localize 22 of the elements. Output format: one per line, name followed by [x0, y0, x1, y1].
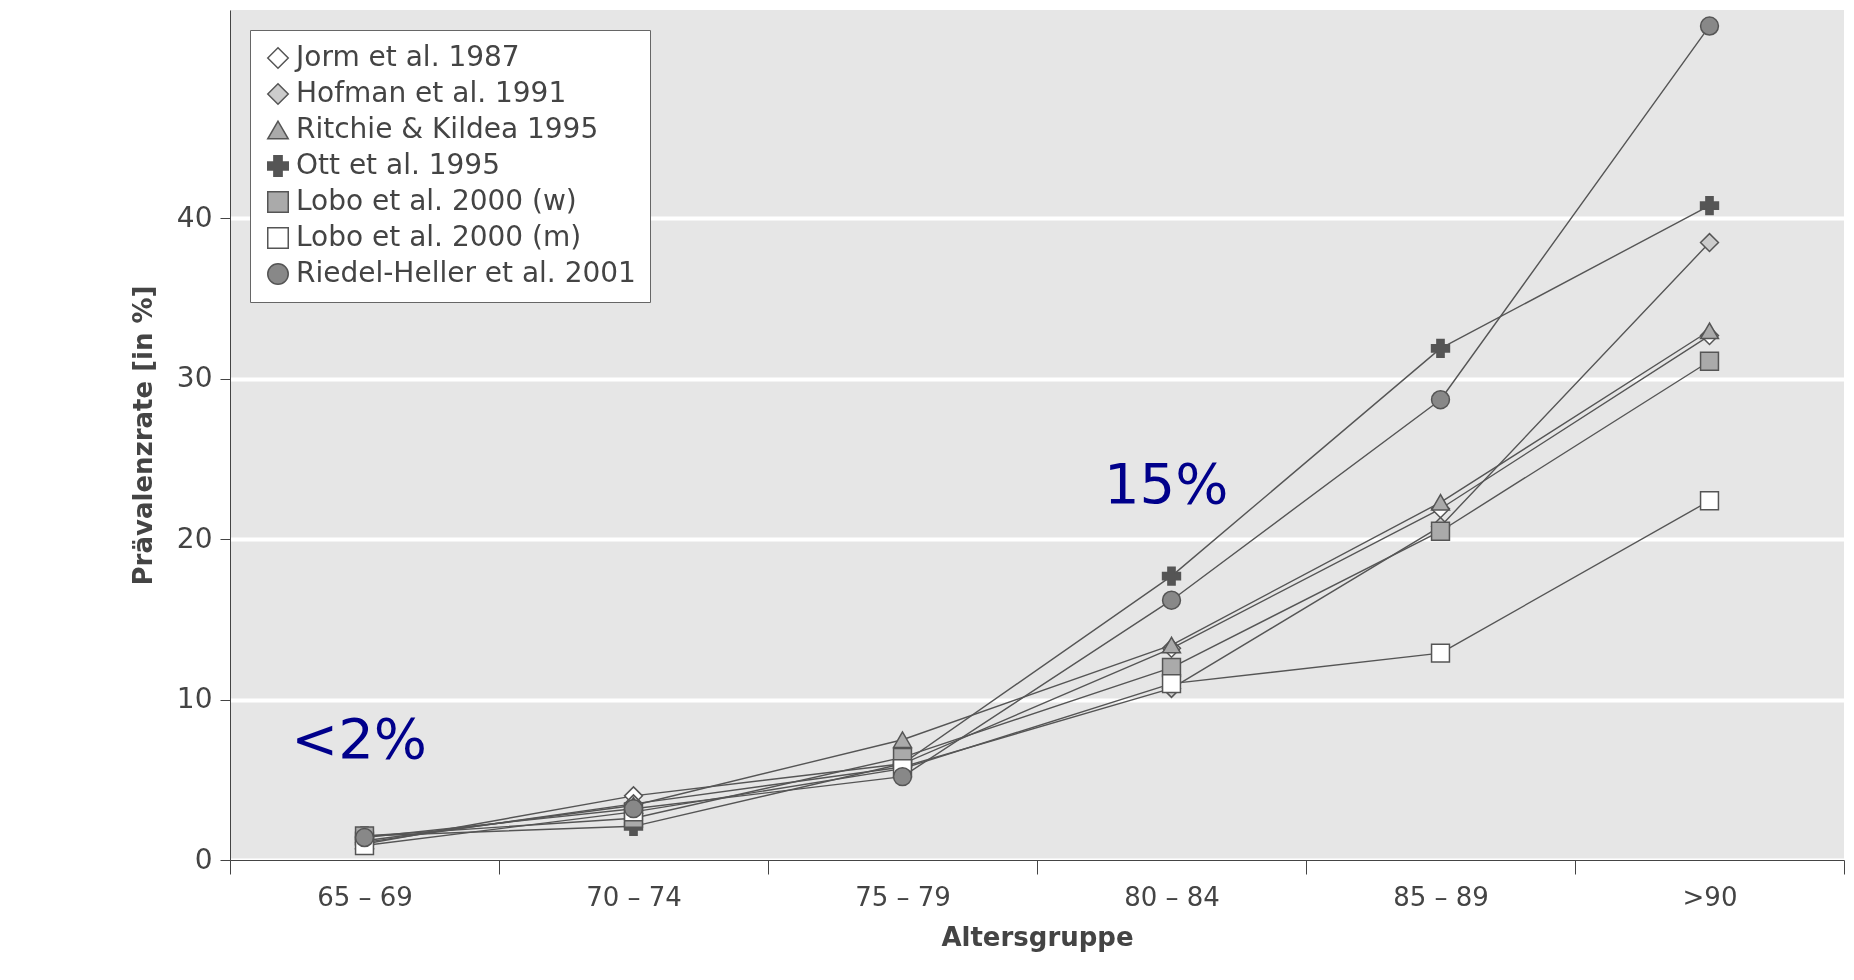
annotation: <2%: [291, 706, 427, 771]
x-tick-label: 80 – 84: [1124, 881, 1220, 912]
x-axis-title: Altersgruppe: [941, 921, 1134, 952]
legend-label: Hofman et al. 1991: [296, 76, 567, 109]
legend-label: Ott et al. 1995: [296, 148, 500, 181]
x-tick-label: 65 – 69: [317, 881, 413, 912]
y-tick-label: 40: [176, 200, 213, 234]
y-tick-label: 30: [176, 361, 213, 395]
legend-label: Jorm et al. 1987: [294, 40, 520, 73]
y-tick-label: 10: [176, 682, 213, 716]
legend-label: Lobo et al. 2000 (w): [296, 184, 577, 217]
x-tick-label: 70 – 74: [586, 881, 682, 912]
legend-label: Ritchie & Kildea 1995: [296, 112, 599, 145]
x-tick-label: 75 – 79: [855, 881, 951, 912]
y-tick-label: 20: [176, 521, 213, 555]
y-axis-title: Prävalenzrate [in %]: [127, 285, 158, 586]
legend-label: Lobo et al. 2000 (m): [296, 220, 582, 253]
x-tick-label: 85 – 89: [1393, 881, 1489, 912]
legend-label: Riedel-Heller et al. 2001: [296, 256, 636, 289]
x-tick-label: >90: [1682, 881, 1738, 912]
y-tick-label: 0: [194, 842, 213, 876]
annotation: 15%: [1103, 451, 1229, 516]
